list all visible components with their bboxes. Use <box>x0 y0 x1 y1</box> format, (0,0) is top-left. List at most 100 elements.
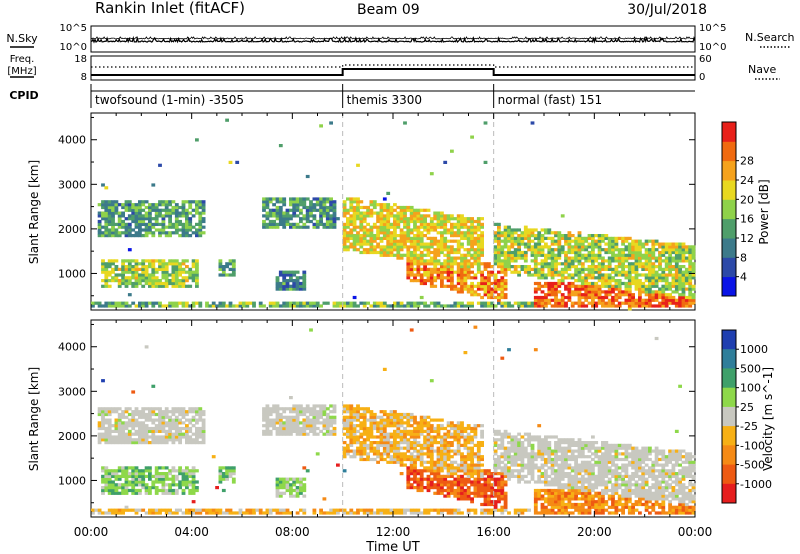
heatmap-cell <box>530 273 535 277</box>
heatmap-cell <box>627 253 632 257</box>
heatmap-cell <box>312 511 317 515</box>
heatmap-cell <box>564 236 568 240</box>
heatmap-cell <box>470 441 474 445</box>
heatmap-cell <box>460 256 464 260</box>
heatmap-cell <box>540 239 545 243</box>
heatmap-cell <box>664 304 669 308</box>
heatmap-cell <box>416 449 421 453</box>
heatmap-cell <box>416 219 421 224</box>
heatmap-cell <box>429 435 434 439</box>
heatmap-cell <box>423 253 427 257</box>
heatmap-cell <box>104 304 109 308</box>
heatmap-cell <box>533 290 538 294</box>
nsky-tick-bottom-left: 10^0 <box>60 42 87 53</box>
heatmap-cell <box>671 242 676 246</box>
heatmap-cell <box>382 443 387 447</box>
heatmap-cell <box>131 205 136 210</box>
heatmap-cell <box>560 248 565 252</box>
heatmap-cell <box>389 248 394 252</box>
heatmap-cell <box>446 488 451 493</box>
heatmap-cell <box>305 407 310 411</box>
heatmap-cell <box>584 304 589 308</box>
heatmap-cell <box>631 293 635 297</box>
heatmap-cell <box>396 412 401 417</box>
heatmap-cell <box>476 219 481 224</box>
heatmap-cell <box>674 250 679 255</box>
heatmap-cell <box>413 474 417 478</box>
heatmap-cell <box>275 480 280 484</box>
heatmap-cell <box>537 301 542 305</box>
heatmap-cell <box>644 273 649 277</box>
heatmap-cell <box>470 452 474 456</box>
heatmap-cell <box>540 290 545 294</box>
heatmap-cell <box>201 219 206 224</box>
heatmap-cell <box>584 248 589 252</box>
heatmap-cell <box>406 424 411 428</box>
heatmap-cell <box>386 250 391 255</box>
heatmap-cell <box>463 248 468 252</box>
heatmap-cell <box>611 284 615 288</box>
heatmap-cell <box>181 259 186 263</box>
heatmap-cell <box>138 222 142 226</box>
heatmap-cell <box>463 426 468 431</box>
heatmap-cell <box>362 438 367 442</box>
heatmap-cell <box>382 457 387 462</box>
heatmap-cell <box>151 279 156 283</box>
heatmap-cell <box>443 228 448 232</box>
heatmap-cell <box>651 265 656 269</box>
heatmap-cell <box>473 488 478 493</box>
heatmap-cell <box>278 477 283 481</box>
heatmap-cell <box>658 267 662 271</box>
heatmap-cell <box>141 429 146 433</box>
heatmap-cell <box>221 270 226 274</box>
heatmap-cell <box>473 483 478 487</box>
heatmap-cell <box>352 301 357 305</box>
heatmap-cell <box>419 236 424 240</box>
heatmap-cell <box>352 214 357 218</box>
heatmap-cell <box>533 248 538 252</box>
heatmap-cell <box>490 472 495 476</box>
heatmap-cell <box>268 407 273 411</box>
heatmap-cell <box>342 469 347 473</box>
heatmap-cell <box>419 455 424 459</box>
heatmap-cell <box>634 259 639 263</box>
heatmap-cell <box>131 508 136 512</box>
heatmap-cell <box>124 225 129 229</box>
heatmap-cell <box>107 214 112 218</box>
heatmap-cell <box>305 469 310 473</box>
heatmap-cell <box>440 460 444 464</box>
heatmap-cell <box>493 287 498 291</box>
heatmap-cell <box>688 270 693 274</box>
heatmap-cell <box>443 265 448 269</box>
heatmap-cell <box>658 276 662 280</box>
heatmap-cell <box>382 222 387 226</box>
heatmap-cell <box>168 429 172 433</box>
heatmap-cell <box>121 203 125 207</box>
heatmap-cell <box>195 265 199 269</box>
heatmap-cell <box>134 259 139 263</box>
heatmap-cell <box>305 219 310 224</box>
heatmap-cell <box>141 441 146 445</box>
heatmap-cell <box>661 245 666 249</box>
heatmap-cell <box>406 474 411 478</box>
heatmap-cell <box>523 267 528 271</box>
heatmap-cell <box>460 480 464 484</box>
heatmap-cell <box>295 225 300 229</box>
heatmap-cell <box>453 239 458 243</box>
heatmap-cell <box>527 239 531 243</box>
heatmap-cell <box>597 284 602 288</box>
heatmap-cell <box>597 253 602 257</box>
heatmap-cell <box>416 279 421 283</box>
heatmap-cell <box>198 219 203 224</box>
heatmap-cell <box>688 250 693 255</box>
heatmap-cell <box>369 236 374 240</box>
heatmap-cell <box>325 412 330 417</box>
heatmap-cell <box>195 284 199 288</box>
heatmap-cell <box>617 290 622 294</box>
heatmap-cell <box>117 424 122 428</box>
heatmap-cell <box>409 219 414 224</box>
heatmap-cell <box>409 446 414 450</box>
heatmap-cell <box>131 281 136 286</box>
heatmap-cell <box>171 407 176 411</box>
heatmap-cell <box>134 284 139 288</box>
